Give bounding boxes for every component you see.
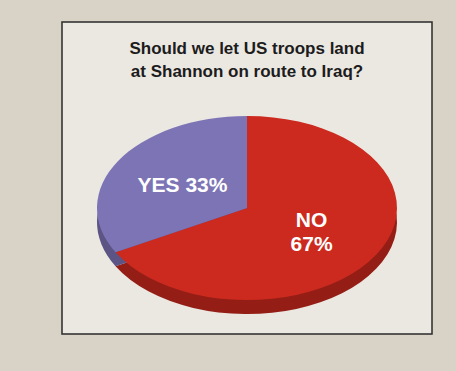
title-line: Should we let US troops land [129,39,364,58]
background [0,0,456,371]
pie [97,116,397,300]
slice [97,116,247,252]
chart: Should we let US troops land at Shannon o… [0,0,456,371]
value-label: 67% [291,232,333,255]
data-label: NO67% [291,208,333,255]
title-line: at Shannon on route to Iraq? [131,62,363,81]
category-label: NO [296,208,328,231]
frame [62,22,432,334]
category-label: YES [137,173,179,196]
data-label: YES 33% [137,173,227,196]
value-label: 33% [185,173,227,196]
data-label-text: YES 33% [137,173,227,196]
title: Should we let US troops land at Shannon o… [129,39,364,81]
